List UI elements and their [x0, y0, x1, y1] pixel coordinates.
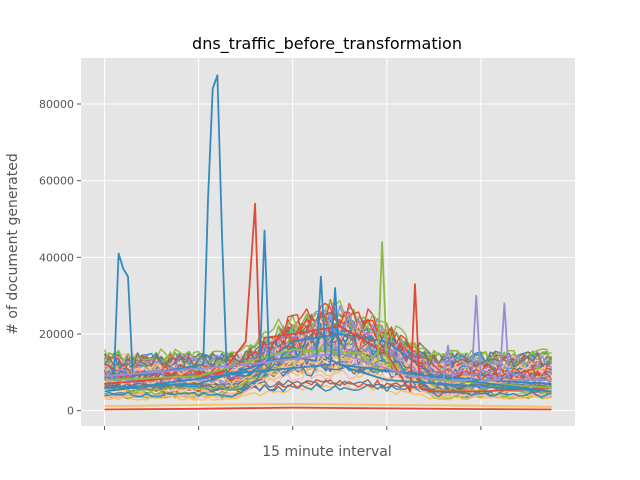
y-tick-label: 40000 — [39, 251, 74, 264]
x-axis-label: 15 minute interval — [262, 444, 391, 460]
series-line — [104, 294, 552, 381]
y-tick-label: 20000 — [39, 328, 74, 341]
axis-ticks: 0 20000 40000 60000 80000 — [39, 98, 482, 430]
y-axis-label: # of document generated — [5, 153, 21, 335]
series-group — [103, 74, 553, 411]
y-tick-label: 0 — [67, 405, 74, 418]
series-line — [104, 330, 552, 398]
series-line — [103, 332, 553, 369]
series-line — [104, 287, 552, 393]
series-line — [104, 406, 552, 411]
y-tick-label: 60000 — [39, 175, 74, 188]
y-tick-label: 80000 — [39, 98, 74, 111]
series-line — [104, 302, 552, 377]
series-line — [104, 202, 552, 393]
series-line — [103, 342, 552, 370]
chart-title: dns_traffic_before_transformation — [192, 34, 462, 54]
series-line — [103, 314, 553, 373]
series-line — [104, 402, 552, 408]
